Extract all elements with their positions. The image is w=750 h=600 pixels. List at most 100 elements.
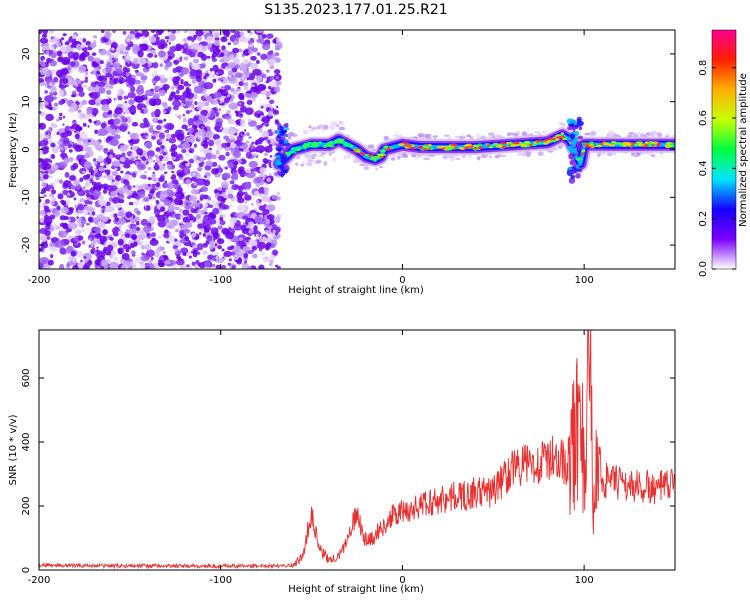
noise-speckle <box>239 105 247 113</box>
noise-speckle <box>127 75 132 80</box>
noise-speckle <box>68 156 74 163</box>
noise-speckle <box>261 116 270 124</box>
noise-speckle <box>227 62 237 69</box>
noise-speckle <box>83 153 90 159</box>
noise-speckle <box>221 181 229 189</box>
noise-speckle <box>51 146 60 154</box>
noise-speckle <box>185 86 190 92</box>
noise-speckle <box>168 231 171 235</box>
noise-speckle <box>178 200 184 206</box>
signal-disturbance <box>571 167 575 175</box>
noise-speckle <box>39 247 44 252</box>
noise-speckle <box>157 214 166 223</box>
noise-speckle <box>94 168 99 173</box>
noise-speckle <box>139 30 150 38</box>
noise-speckle <box>94 233 102 239</box>
noise-speckle <box>189 136 195 143</box>
signal-disturbance <box>279 165 285 170</box>
noise-speckle <box>159 194 166 200</box>
noise-speckle <box>205 160 213 166</box>
noise-speckle <box>133 95 144 103</box>
noise-speckle <box>227 118 235 125</box>
noise-speckle <box>171 174 177 180</box>
noise-speckle <box>164 130 168 133</box>
noise-speckle <box>221 142 228 148</box>
noise-speckle <box>117 238 124 246</box>
noise-speckle <box>213 40 221 46</box>
noise-speckle <box>179 193 185 200</box>
signal-halo <box>633 155 639 158</box>
noise-speckle <box>231 184 240 191</box>
signal-peak <box>450 143 458 147</box>
noise-speckle <box>274 41 283 50</box>
signal-halo <box>375 167 379 171</box>
noise-speckle <box>255 138 263 145</box>
noise-speckle <box>199 156 205 162</box>
noise-speckle <box>94 129 99 135</box>
noise-speckle <box>202 243 209 248</box>
noise-speckle <box>270 243 276 249</box>
noise-speckle <box>136 84 144 93</box>
noise-speckle <box>201 187 206 192</box>
noise-speckle <box>109 85 114 89</box>
noise-speckle <box>193 34 198 39</box>
noise-speckle <box>164 43 168 47</box>
noise-speckle <box>248 238 254 245</box>
signal-disturbance <box>570 149 578 154</box>
noise-speckle <box>153 75 161 82</box>
noise-speckle <box>44 199 50 204</box>
noise-speckle <box>197 105 203 111</box>
noise-speckle <box>49 241 56 248</box>
noise-speckle <box>131 172 137 178</box>
noise-speckle <box>87 55 94 62</box>
noise-speckle <box>66 192 71 197</box>
signal-halo <box>424 135 431 140</box>
noise-speckle <box>108 113 113 118</box>
noise-speckle <box>189 69 197 77</box>
signal-halo <box>477 156 481 161</box>
noise-speckle <box>185 110 191 115</box>
noise-speckle <box>125 189 134 196</box>
noise-speckle <box>217 245 222 250</box>
signal-peak <box>546 140 551 143</box>
noise-speckle <box>189 109 193 113</box>
noise-speckle <box>255 199 260 204</box>
signal-halo <box>338 126 346 131</box>
noise-speckle <box>196 243 204 251</box>
noise-speckle <box>196 251 201 255</box>
noise-speckle <box>124 233 130 238</box>
noise-speckle <box>211 202 219 210</box>
noise-speckle <box>106 174 113 181</box>
spectrogram-y-tick-label: 20 <box>21 48 32 61</box>
noise-speckle <box>104 31 112 39</box>
signal-peak <box>384 148 393 151</box>
noise-speckle <box>107 111 112 115</box>
signal-halo <box>590 133 595 137</box>
signal-halo <box>521 131 528 137</box>
noise-speckle <box>109 149 114 153</box>
signal-peak <box>302 144 307 147</box>
noise-speckle <box>212 207 220 215</box>
noise-speckle <box>197 209 202 215</box>
noise-speckle <box>273 113 276 117</box>
noise-speckle <box>217 187 223 192</box>
noise-speckle <box>167 31 172 36</box>
colorbar-tick-label: 0.4 <box>698 160 709 176</box>
noise-speckle <box>221 265 227 269</box>
noise-speckle <box>228 258 232 262</box>
signal-peak <box>644 141 649 144</box>
noise-speckle <box>221 45 226 51</box>
noise-speckle <box>248 120 257 127</box>
signal-halo <box>447 136 452 140</box>
signal-peak <box>626 143 632 147</box>
noise-speckle <box>211 57 218 62</box>
signal-halo <box>547 150 554 153</box>
noise-speckle <box>185 152 190 157</box>
noise-speckle <box>191 79 197 84</box>
noise-speckle <box>122 260 132 269</box>
noise-speckle <box>272 39 277 44</box>
spectrogram-y-label: Frequency (Hz) <box>8 112 19 188</box>
noise-speckle <box>39 158 44 162</box>
noise-speckle <box>170 262 174 266</box>
noise-speckle <box>219 220 226 226</box>
